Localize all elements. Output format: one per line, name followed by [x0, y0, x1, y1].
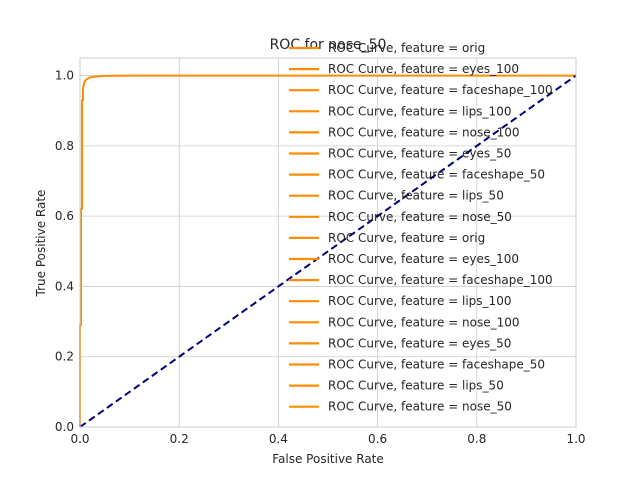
- legend-entry: ROC Curve, feature = lips_50: [289, 189, 504, 203]
- chance-diagonal-line: [79, 74, 577, 428]
- legend-label: ROC Curve, feature = faceshape_100: [328, 273, 553, 287]
- y-tick-label: 1.0: [55, 69, 74, 83]
- legend-entry: ROC Curve, feature = lips_50: [289, 379, 504, 393]
- legend-label: ROC Curve, feature = nose_50: [328, 210, 512, 224]
- y-tick-label: 0.0: [55, 420, 74, 434]
- x-tick-label: 1.0: [566, 432, 585, 446]
- legend-label: ROC Curve, feature = orig: [328, 231, 485, 245]
- legend-entry: ROC Curve, feature = eyes_50: [289, 336, 511, 350]
- y-axis-label: True Positive Rate: [34, 190, 48, 298]
- legend-entry: ROC Curve, feature = eyes_100: [289, 62, 519, 76]
- legend-entry: ROC Curve, feature = nose_50: [289, 210, 512, 224]
- legend-label: ROC Curve, feature = nose_100: [328, 315, 520, 329]
- plot-frame: [79, 57, 577, 428]
- x-tick-label: 0.0: [70, 432, 89, 446]
- legend-label: ROC Curve, feature = faceshape_50: [328, 168, 545, 182]
- legend-entry: ROC Curve, feature = eyes_100: [289, 252, 519, 266]
- legend-label: ROC Curve, feature = lips_50: [328, 379, 504, 393]
- legend-entry: ROC Curve, feature = faceshape_100: [289, 83, 553, 97]
- legend-entry: ROC Curve, feature = lips_100: [289, 294, 511, 308]
- legend-label: ROC Curve, feature = eyes_100: [328, 62, 519, 76]
- legend-label: ROC Curve, feature = lips_100: [328, 104, 511, 118]
- legend-label: ROC Curve, feature = eyes_50: [328, 147, 511, 161]
- legend-label: ROC Curve, feature = faceshape_50: [328, 358, 545, 372]
- legend-label: ROC Curve, feature = eyes_50: [328, 336, 511, 350]
- legend-label: ROC Curve, feature = orig: [328, 41, 485, 55]
- roc-curve-line: [79, 74, 576, 427]
- legend-label: ROC Curve, feature = nose_50: [328, 400, 512, 414]
- legend-entry: ROC Curve, feature = lips_100: [289, 104, 511, 118]
- legend-entry: ROC Curve, feature = nose_50: [289, 400, 512, 414]
- x-axis-ticks: 0.0 0.2 0.4 0.6 0.8 1.0: [70, 432, 585, 446]
- legend-entry: ROC Curve, feature = eyes_50: [289, 147, 511, 161]
- legend-entry: ROC Curve, feature = nose_100: [289, 315, 520, 329]
- plot-lines: [79, 74, 577, 428]
- y-tick-label: 0.6: [55, 209, 74, 223]
- legend-label: ROC Curve, feature = eyes_100: [328, 252, 519, 266]
- x-tick-label: 0.8: [467, 432, 486, 446]
- legend-entry: ROC Curve, feature = faceshape_50: [289, 358, 545, 372]
- legend-label: ROC Curve, feature = nose_100: [328, 125, 520, 139]
- legend-entry: ROC Curve, feature = nose_100: [289, 125, 520, 139]
- legend-label: ROC Curve, feature = lips_50: [328, 189, 504, 203]
- x-axis-label: False Positive Rate: [272, 452, 384, 466]
- legend-entry: ROC Curve, feature = faceshape_50: [289, 168, 545, 182]
- x-tick-label: 0.2: [170, 432, 189, 446]
- y-tick-label: 0.8: [55, 139, 74, 153]
- x-tick-label: 0.4: [269, 432, 288, 446]
- y-axis-ticks: 0.0 0.2 0.4 0.6 0.8 1.0: [55, 69, 74, 434]
- legend: ROC Curve, feature = orig ROC Curve, feat…: [289, 41, 553, 414]
- legend-entry: ROC Curve, feature = faceshape_100: [289, 273, 553, 287]
- x-tick-label: 0.6: [368, 432, 387, 446]
- y-tick-label: 0.4: [55, 279, 74, 293]
- legend-entry: ROC Curve, feature = orig: [289, 231, 485, 245]
- y-tick-label: 0.2: [55, 350, 74, 364]
- legend-label: ROC Curve, feature = faceshape_100: [328, 83, 553, 97]
- legend-label: ROC Curve, feature = lips_100: [328, 294, 511, 308]
- legend-entry: ROC Curve, feature = orig: [289, 41, 485, 55]
